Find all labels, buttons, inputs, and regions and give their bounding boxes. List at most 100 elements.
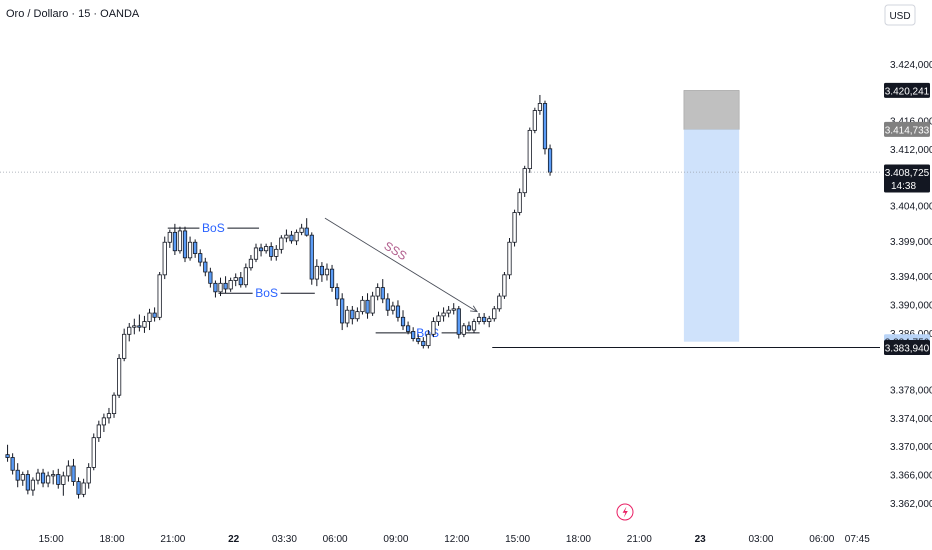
candle xyxy=(289,230,294,244)
time-tick-label: 12:00 xyxy=(444,534,469,545)
candle xyxy=(106,407,112,424)
sss-arrow-head xyxy=(470,305,478,313)
candle-body xyxy=(96,424,101,439)
candle xyxy=(451,303,456,315)
candle-body xyxy=(147,312,152,322)
candle-body xyxy=(400,316,406,327)
candle xyxy=(340,293,345,331)
candle xyxy=(476,313,482,325)
price-tag-dark[interactable]: 3.383,940 xyxy=(884,339,930,355)
candle-body xyxy=(177,230,183,252)
candle xyxy=(405,321,411,335)
price-axis[interactable]: 3.424,0003.416,0003.412,0003.404,0003.39… xyxy=(884,60,932,510)
price-tag-box xyxy=(884,339,930,355)
candle-body xyxy=(101,417,106,426)
candle xyxy=(218,277,223,297)
candle xyxy=(25,470,30,495)
bos-label: BoS xyxy=(202,221,225,235)
time-tick-label: 22 xyxy=(228,534,240,545)
candle-body xyxy=(416,338,421,342)
candle xyxy=(96,420,101,442)
candle xyxy=(547,144,553,176)
candle-body xyxy=(46,475,51,484)
candle-body xyxy=(243,267,248,286)
candle xyxy=(5,444,10,462)
candle xyxy=(380,279,385,304)
candle xyxy=(441,307,446,322)
candle xyxy=(532,107,537,134)
price-tag-box xyxy=(884,164,930,193)
price-tag-dark[interactable]: 3.408,725 14:38 xyxy=(884,164,930,193)
candle-body xyxy=(223,282,228,290)
candle xyxy=(101,413,106,433)
price-tick-label: 3.399,000 xyxy=(890,237,932,248)
candle-body xyxy=(264,246,269,252)
candle xyxy=(61,471,66,496)
candle xyxy=(421,337,426,349)
stop-loss-zone[interactable] xyxy=(683,90,740,130)
candle xyxy=(314,259,319,287)
price-tick-label: 3.404,000 xyxy=(890,201,932,212)
chart-title: Oro / Dollaro · 15 · OANDA xyxy=(6,8,140,20)
candle xyxy=(365,293,370,319)
time-tick-label: 15:00 xyxy=(39,534,64,545)
price-tag-grey[interactable]: 3.414,733 xyxy=(884,121,930,137)
candle-body xyxy=(335,287,340,300)
candle xyxy=(537,94,543,115)
candles-layer xyxy=(5,94,553,499)
candle xyxy=(213,280,218,298)
candle xyxy=(187,236,193,261)
price-tag-dark[interactable]: 3.420,241 xyxy=(884,82,930,98)
candle xyxy=(461,322,466,338)
candle-body xyxy=(253,247,259,260)
price-tag-label: 3.408,725 xyxy=(885,168,930,179)
candle xyxy=(76,477,81,499)
time-tick-label: 18:00 xyxy=(99,534,124,545)
candle xyxy=(117,354,122,399)
candle xyxy=(390,301,395,315)
time-axis[interactable]: 15:00 18:00 21:00 22 03:30 06:00 09:00 12:00 15:… xyxy=(39,534,871,545)
candle xyxy=(177,226,183,254)
candle xyxy=(492,305,497,322)
currency-button[interactable]: USD xyxy=(884,4,916,26)
candle-body xyxy=(228,280,233,290)
candle xyxy=(456,305,461,339)
candle xyxy=(299,223,304,236)
candle xyxy=(274,245,279,261)
candle-body xyxy=(20,474,25,481)
candle xyxy=(355,307,360,322)
candle-body xyxy=(269,246,274,257)
candle xyxy=(248,254,254,271)
candle xyxy=(335,283,340,306)
currency-label: USD xyxy=(889,11,910,22)
flash-icon[interactable] xyxy=(616,503,634,521)
candle-body xyxy=(172,231,177,252)
candle xyxy=(91,433,96,471)
candle xyxy=(15,463,20,488)
candle-body xyxy=(319,265,325,276)
price-tick-label: 3.362,000 xyxy=(890,499,932,510)
candle xyxy=(431,317,436,338)
candle-body xyxy=(426,333,431,347)
candle-body xyxy=(441,312,446,317)
candle-body xyxy=(208,271,213,284)
candle xyxy=(411,327,416,342)
candle-body xyxy=(122,333,127,359)
candle xyxy=(350,305,355,325)
candle xyxy=(360,296,365,315)
price-tag-label: 3.414,733 xyxy=(885,125,930,136)
candle-body xyxy=(350,309,355,320)
candle-body xyxy=(527,129,532,170)
time-tick-label: 09:00 xyxy=(383,534,408,545)
candle-body xyxy=(111,394,117,415)
position-zones[interactable] xyxy=(683,90,740,342)
candle-body xyxy=(482,316,487,322)
candle xyxy=(238,271,243,288)
take-profit-zone[interactable] xyxy=(683,129,740,342)
candle xyxy=(10,453,15,475)
time-tick-label: 03:00 xyxy=(748,534,773,545)
candle-body xyxy=(213,282,218,293)
candle xyxy=(279,235,284,254)
candle xyxy=(122,328,127,362)
